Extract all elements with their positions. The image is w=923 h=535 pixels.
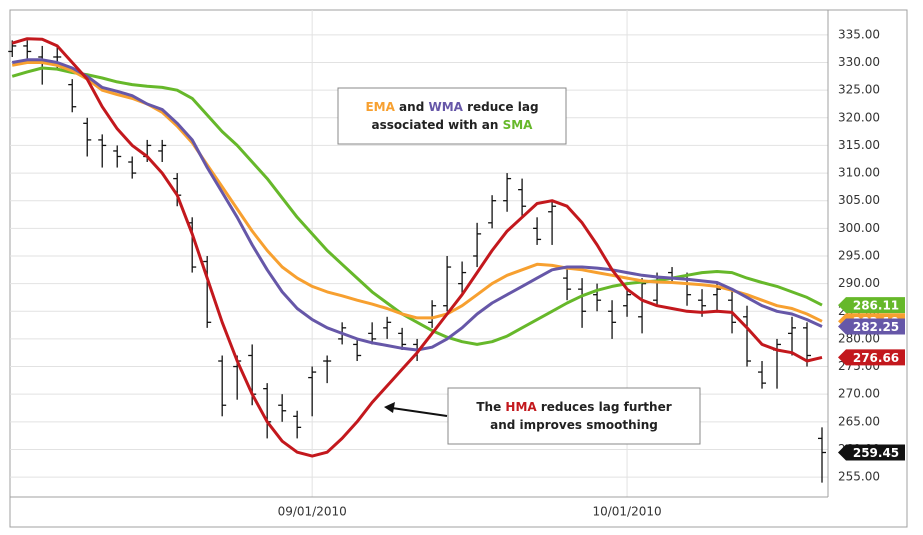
y-tick-label: 320.00 [838,110,880,124]
y-tick-label: 335.00 [838,27,880,41]
last-value-tag-shape [838,349,905,366]
annotation-text: associated with an SMA [372,118,534,132]
last-value-tag-shape [838,318,905,335]
annotation-text: The HMA reduces lag further [476,400,671,414]
labels: 255.00260.00265.00270.00275.00280.00285.… [278,27,905,519]
y-tick-label: 295.00 [838,248,880,262]
ma-line [11,58,823,352]
last-price-tag: 259.45 [853,446,899,460]
y-tick-label: 315.00 [838,138,880,152]
y-tick-label: 305.00 [838,193,880,207]
annotation-part: The [476,400,505,414]
annotation-part: associated with an [372,118,503,132]
annotation-part: reduce lag [463,100,539,114]
y-tick-label: 280.00 [838,331,880,345]
y-tick-label: 255.00 [838,470,880,484]
marks [8,37,827,483]
y-tick-label: 265.00 [838,414,880,428]
arrow-head [384,402,395,413]
y-tick-label: 300.00 [838,221,880,235]
y-tick-label: 310.00 [838,166,880,180]
annotation-text: and improves smoothing [490,418,658,432]
annotation-part: EMA [365,100,395,114]
last-value-tag: 282.25 [853,320,899,334]
ma-line [11,37,823,458]
annotation-part: WMA [428,100,463,114]
annotation-part: and [395,100,429,114]
annotation-box [447,387,701,445]
x-tick-label: 09/01/2010 [278,505,347,519]
annotation-part: and improves smoothing [490,418,658,432]
last-value-tag: 276.66 [853,351,899,365]
annotation-text: EMA and WMA reduce lag [365,100,538,114]
y-tick-label: 325.00 [838,83,880,97]
ma-line [11,66,823,346]
last-value-tag: 286.11 [853,299,899,313]
annotation-part: reduces lag further [537,400,672,414]
annotation-part: SMA [503,118,534,132]
y-tick-label: 330.00 [838,55,880,69]
x-tick-label: 10/01/2010 [592,505,661,519]
last-value-tag-shape [838,297,905,314]
y-tick-label: 290.00 [838,276,880,290]
y-tick-label: 270.00 [838,387,880,401]
annotation-part: HMA [505,400,537,414]
last-price-tag-shape [838,444,905,461]
annotation-arrow [391,407,448,417]
annotation-box [337,87,567,145]
